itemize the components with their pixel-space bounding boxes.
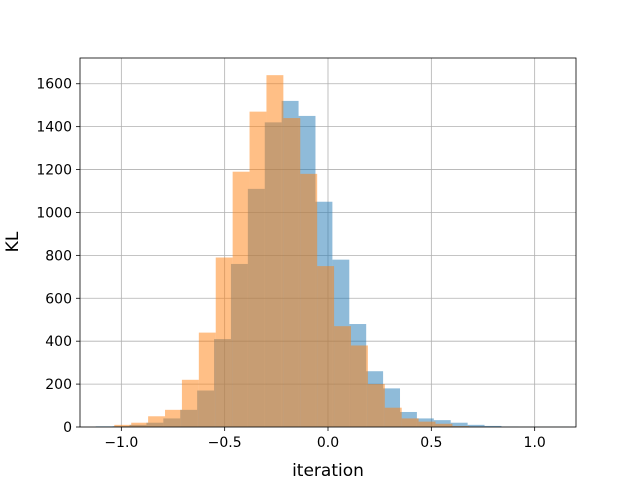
y-axis-label: KL — [3, 231, 23, 252]
bar-series-2 — [131, 422, 149, 427]
x-tick-label: 0.5 — [420, 435, 442, 451]
bar-series-2 — [283, 118, 301, 428]
bar-series-2 — [198, 332, 216, 427]
bar-series-2 — [452, 426, 470, 427]
bars — [95, 75, 570, 428]
y-ticks: 0 200 400 600 800 1000 1200 1400 1600 — [36, 77, 80, 436]
bar-series-2 — [317, 266, 335, 427]
bar-series-2 — [367, 384, 385, 427]
bar-series-2 — [165, 409, 182, 427]
bar-series-2 — [384, 407, 402, 427]
bar-series-2 — [350, 345, 368, 427]
x-tick-label: 0.0 — [317, 435, 339, 451]
y-tick-label: 0 — [63, 420, 72, 436]
bar-series-2 — [249, 111, 267, 427]
x-tick-label: 1.0 — [524, 435, 546, 451]
bar-series-1 — [467, 424, 485, 427]
y-tick-label: 1400 — [36, 120, 72, 136]
bar-series-2 — [334, 326, 351, 427]
x-tick-label: −0.5 — [208, 435, 242, 451]
bar-series-2 — [401, 418, 419, 427]
x-axis-label: iteration — [292, 461, 364, 480]
bar-series-2 — [232, 171, 250, 427]
y-tick-label: 200 — [45, 377, 72, 393]
bar-series-2 — [215, 257, 233, 427]
bar-series-2 — [148, 416, 166, 427]
x-tick-label: −1.0 — [104, 435, 138, 451]
y-tick-label: 600 — [45, 291, 72, 307]
y-tick-label: 800 — [45, 248, 72, 264]
bar-series-2 — [300, 173, 318, 427]
y-tick-label: 1000 — [36, 205, 72, 221]
bar-series-1 — [450, 422, 468, 427]
y-tick-label: 400 — [45, 334, 72, 350]
y-tick-label: 1600 — [36, 77, 72, 93]
x-ticks: −1.0 −0.5 0.0 0.5 1.0 — [104, 427, 546, 451]
bar-series-2 — [418, 421, 436, 427]
bar-series-2 — [181, 379, 199, 427]
bar-series-2 — [266, 75, 284, 428]
bar-series-2 — [435, 423, 453, 427]
bar-series-2 — [114, 424, 132, 427]
y-tick-label: 1200 — [36, 163, 72, 179]
bar-series-1 — [484, 425, 502, 427]
bar-series-1 — [433, 420, 451, 427]
